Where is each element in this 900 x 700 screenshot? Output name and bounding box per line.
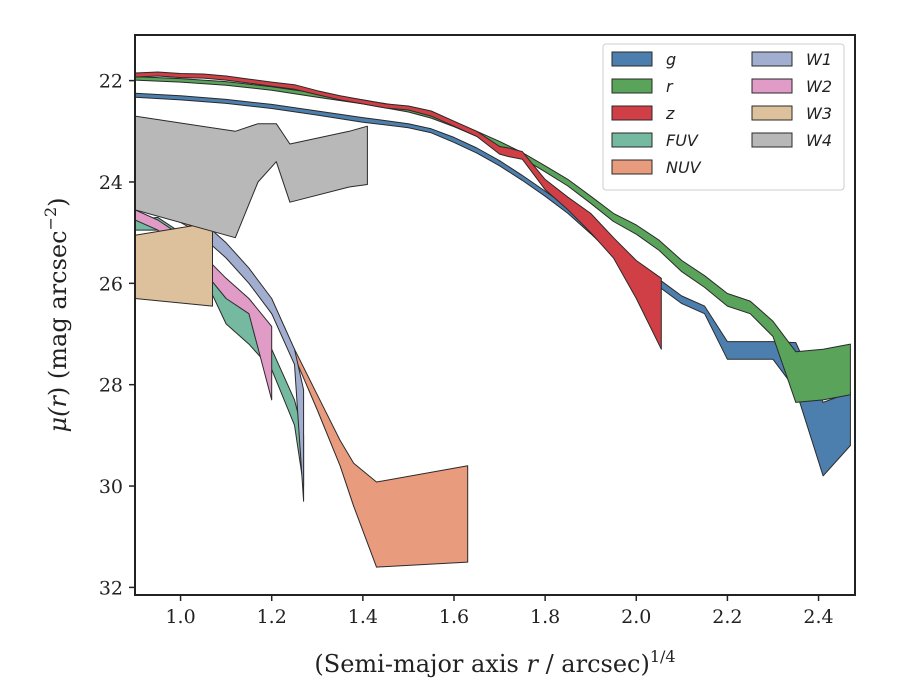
legend-label-w3: W3 bbox=[806, 104, 832, 123]
plot-frame bbox=[134, 34, 856, 596]
y-tick-label: 32 bbox=[99, 577, 123, 599]
legend-swatch-w4 bbox=[751, 132, 793, 148]
y-axis-ticks: 22 24 26 28 30 32 bbox=[99, 71, 135, 599]
y-tick-label: 28 bbox=[99, 375, 123, 397]
legend-label-nuv: NUV bbox=[666, 158, 702, 177]
x-axis-ticks: 1.0 1.2 1.4 1.6 1.8 2.0 2.2 2.4 bbox=[165, 595, 834, 628]
legend-swatch-w2 bbox=[751, 78, 793, 94]
x-axis-label: (Semi-major axis r / arcsec)1/4 bbox=[314, 647, 675, 678]
legend-label-w4: W4 bbox=[806, 131, 832, 150]
y-tick-label: 30 bbox=[99, 476, 123, 498]
x-tick-label: 2.4 bbox=[803, 606, 833, 628]
legend-swatch-z bbox=[611, 105, 653, 121]
band-g bbox=[135, 92, 851, 477]
legend-label-w2: W2 bbox=[806, 77, 832, 96]
legend-label-r: r bbox=[666, 77, 674, 96]
band-w3 bbox=[135, 222, 213, 307]
legend-label-fuv: FUV bbox=[666, 131, 699, 150]
legend-label-g: g bbox=[666, 50, 676, 69]
legend-label-z: z bbox=[665, 104, 675, 123]
y-axis-label: μ(r) (mag arcsec−2) bbox=[41, 197, 72, 432]
band-z bbox=[135, 71, 662, 350]
x-tick-label: 1.6 bbox=[439, 606, 469, 628]
y-tick-label: 26 bbox=[99, 273, 123, 295]
legend-swatch-g bbox=[611, 51, 653, 67]
legend-swatch-r bbox=[611, 78, 653, 94]
legend: grz FUV NUV W1 W2 W3 W4 bbox=[602, 43, 845, 191]
x-tick-label: 2.2 bbox=[712, 606, 742, 628]
data-bands bbox=[135, 71, 851, 568]
x-tick-label: 1.8 bbox=[530, 606, 560, 628]
x-tick-label: 1.2 bbox=[257, 606, 287, 628]
y-tick-label: 24 bbox=[99, 172, 123, 194]
legend-swatch-w1 bbox=[751, 51, 793, 67]
legend-label-w1: W1 bbox=[806, 50, 832, 69]
x-tick-label: 1.4 bbox=[348, 606, 378, 628]
y-tick-label: 22 bbox=[99, 71, 123, 93]
legend-swatch-w3 bbox=[751, 105, 793, 121]
x-tick-label: 2.0 bbox=[621, 606, 651, 628]
x-tick-label: 1.0 bbox=[165, 606, 195, 628]
legend-swatch-fuv bbox=[611, 132, 653, 148]
band-w4 bbox=[135, 115, 368, 239]
legend-swatch-nuv bbox=[611, 159, 653, 175]
